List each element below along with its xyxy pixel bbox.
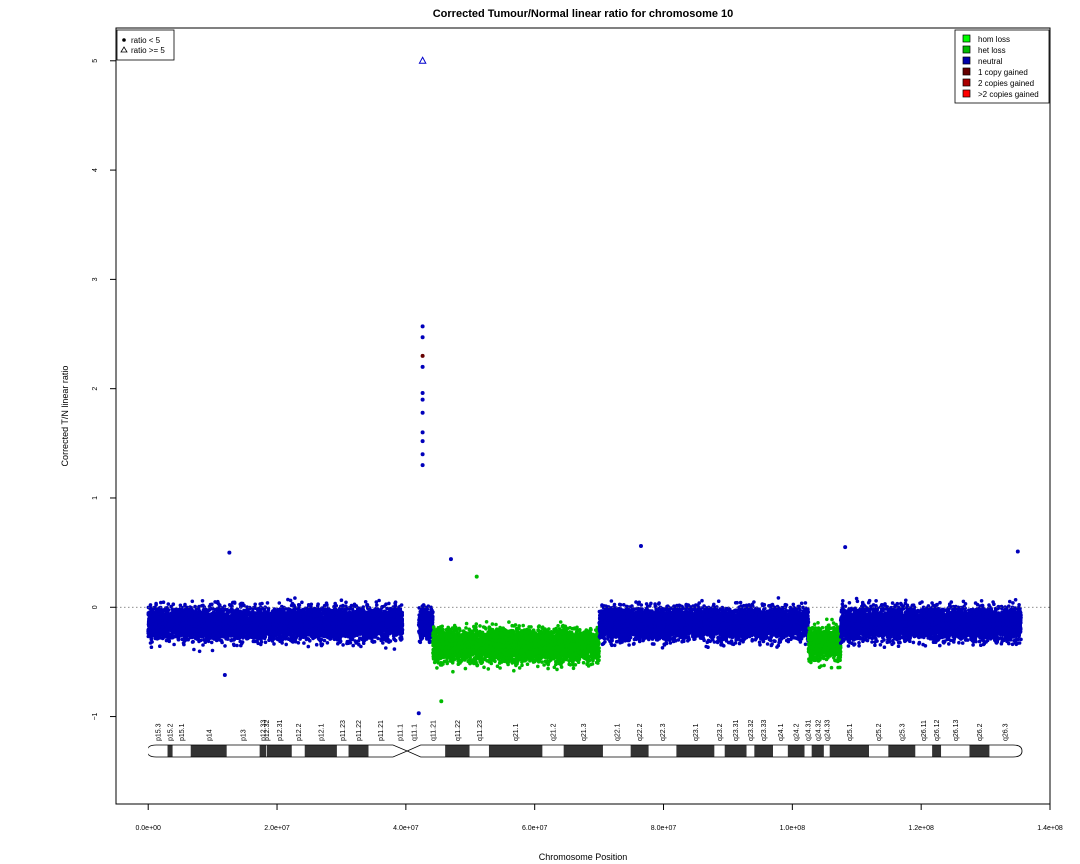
scatter-points bbox=[146, 596, 1023, 674]
data-point bbox=[276, 637, 280, 642]
data-point bbox=[339, 598, 344, 602]
data-point bbox=[306, 644, 311, 649]
data-point bbox=[258, 602, 263, 606]
data-point bbox=[341, 643, 345, 647]
data-point bbox=[363, 600, 368, 604]
data-point bbox=[172, 642, 176, 647]
data-point bbox=[325, 603, 329, 607]
data-point bbox=[217, 603, 222, 607]
data-point bbox=[201, 643, 205, 647]
data-point bbox=[176, 637, 181, 642]
data-point bbox=[277, 601, 282, 605]
chart-title: Corrected Tumour/Normal linear ratio for… bbox=[433, 8, 734, 20]
data-point bbox=[206, 639, 211, 644]
data-point bbox=[365, 603, 369, 607]
data-point bbox=[376, 636, 380, 641]
data-point bbox=[296, 603, 301, 607]
data-point bbox=[166, 602, 171, 606]
data-point bbox=[392, 647, 397, 651]
data-point bbox=[191, 639, 195, 644]
data-point bbox=[293, 596, 297, 600]
data-point bbox=[319, 642, 323, 646]
data-point bbox=[231, 642, 236, 647]
data-point bbox=[351, 643, 356, 648]
data-point bbox=[210, 648, 215, 653]
data-point bbox=[223, 644, 227, 648]
data-point bbox=[284, 642, 289, 647]
data-point bbox=[322, 638, 327, 643]
data-point bbox=[265, 601, 270, 605]
data-point bbox=[253, 602, 257, 607]
data-point bbox=[229, 638, 233, 643]
data-point bbox=[300, 600, 304, 605]
plot-frame bbox=[115, 27, 1051, 805]
data-point bbox=[358, 636, 362, 640]
data-point bbox=[392, 637, 397, 641]
data-point bbox=[190, 599, 195, 604]
data-point bbox=[370, 639, 374, 643]
data-point bbox=[333, 601, 338, 606]
data-point bbox=[375, 603, 379, 607]
data-point bbox=[325, 641, 330, 645]
data-point bbox=[200, 599, 205, 603]
data-point bbox=[251, 639, 256, 644]
data-point bbox=[159, 600, 163, 605]
data-point bbox=[158, 644, 162, 648]
data-point bbox=[209, 640, 214, 645]
data-point bbox=[263, 640, 268, 645]
data-point bbox=[302, 641, 306, 645]
data-point bbox=[344, 600, 348, 605]
data-point bbox=[171, 602, 176, 606]
data-point bbox=[367, 606, 372, 610]
data-point bbox=[393, 601, 397, 606]
data-point bbox=[197, 649, 202, 654]
data-point bbox=[166, 636, 170, 641]
